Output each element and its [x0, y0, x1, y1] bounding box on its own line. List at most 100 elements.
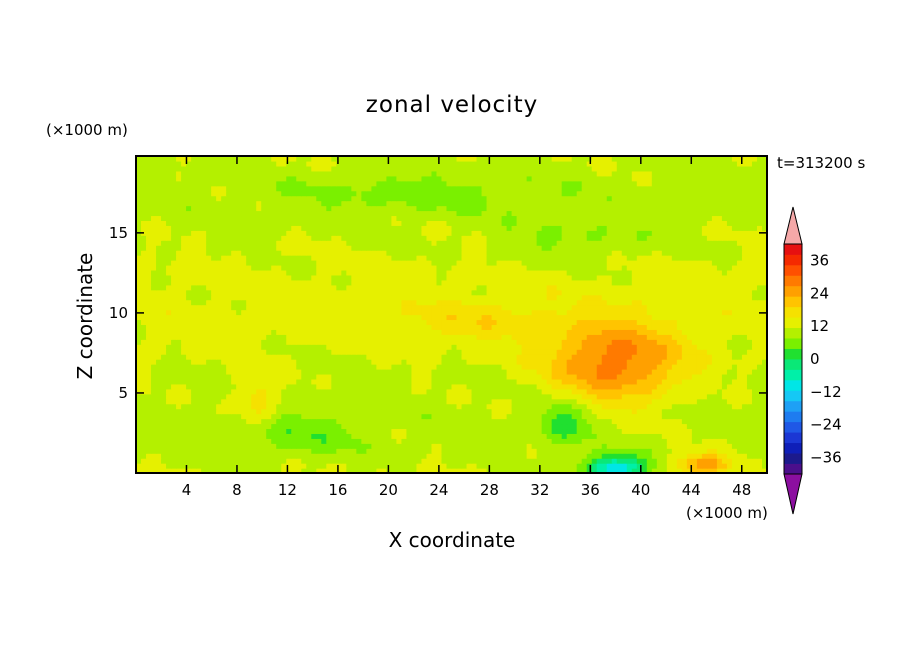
field-cell [396, 274, 403, 281]
field-cell [481, 463, 488, 469]
field-cell [581, 349, 588, 355]
field-cell [136, 279, 142, 286]
field-cell [141, 453, 147, 459]
field-cell [676, 334, 683, 340]
field-cell [591, 319, 598, 326]
field-cell [426, 448, 433, 454]
field-cell [301, 319, 307, 326]
field-cell [556, 378, 563, 385]
field-cell [166, 448, 172, 454]
field-cell [421, 383, 428, 390]
field-cell [206, 413, 212, 420]
field-cell [281, 279, 287, 286]
field-cell [481, 418, 488, 425]
field-cell [701, 458, 708, 464]
field-cell [686, 284, 693, 291]
field-cell [661, 319, 668, 326]
field-cell [511, 418, 518, 425]
field-cell [326, 314, 332, 321]
field-cell [551, 329, 558, 335]
field-cell [561, 388, 568, 395]
field-cell [226, 418, 232, 425]
field-cell [196, 359, 202, 365]
field-cell [311, 423, 317, 430]
field-cell [541, 349, 548, 355]
field-cell [316, 403, 322, 410]
field-cell [721, 468, 728, 473]
field-cell [201, 463, 207, 469]
field-cell [206, 458, 212, 464]
field-cell [621, 398, 628, 405]
field-cell [391, 408, 398, 415]
field-cell [141, 448, 147, 454]
field-cell [596, 373, 603, 380]
field-cell [666, 378, 673, 385]
field-cell [386, 403, 393, 410]
field-cell [461, 319, 468, 326]
field-cell [221, 433, 227, 439]
field-cell [161, 274, 167, 281]
field-cell [276, 354, 282, 360]
field-cell [256, 364, 262, 370]
field-cell [516, 354, 523, 360]
field-cell [406, 373, 413, 380]
field-cell [261, 373, 267, 380]
field-cell [741, 443, 748, 449]
field-cell [601, 468, 608, 473]
field-cell [741, 304, 748, 311]
field-cell [496, 304, 503, 311]
field-cell [176, 443, 182, 449]
field-cell [576, 359, 583, 365]
field-cell [566, 448, 573, 454]
field-cell [141, 458, 147, 464]
field-cell [261, 378, 267, 385]
field-cell [611, 359, 618, 365]
field-cell [726, 403, 733, 410]
field-cell [296, 448, 302, 454]
field-cell [226, 304, 232, 311]
field-cell [691, 433, 698, 439]
field-cell [286, 448, 292, 454]
field-cell [251, 463, 257, 469]
field-cell [201, 279, 207, 286]
field-cell [256, 408, 262, 415]
field-cell [746, 368, 753, 375]
field-cell [491, 289, 498, 296]
field-cell [291, 373, 297, 380]
field-cell [641, 334, 648, 340]
field-cell [426, 373, 433, 380]
field-cell [291, 284, 297, 291]
field-cell [221, 354, 227, 360]
field-cell [566, 349, 573, 355]
field-cell [686, 448, 693, 454]
field-cell [156, 309, 162, 316]
field-cell [381, 329, 387, 335]
field-cell [681, 433, 688, 439]
field-cell [486, 428, 493, 434]
field-cell [396, 339, 403, 345]
field-cell [636, 319, 643, 326]
field-cell [401, 339, 408, 345]
field-cell [276, 433, 282, 439]
field-cell [521, 458, 528, 464]
field-cell [386, 304, 393, 311]
field-cell [586, 433, 593, 439]
field-cell [421, 408, 428, 415]
field-cell [531, 403, 538, 410]
field-cell [221, 463, 227, 469]
field-cell [306, 438, 312, 444]
field-cell [261, 413, 267, 420]
field-cell [571, 388, 578, 395]
field-cell [216, 373, 222, 380]
field-cell [601, 383, 608, 390]
field-cell [166, 383, 172, 390]
field-cell [476, 334, 483, 340]
field-cell [496, 349, 503, 355]
field-cell [761, 403, 767, 410]
field-cell [751, 304, 758, 311]
field-cell [556, 408, 563, 415]
field-cell [691, 349, 698, 355]
field-cell [186, 388, 192, 395]
field-cell [231, 279, 237, 286]
field-cell [741, 408, 748, 415]
